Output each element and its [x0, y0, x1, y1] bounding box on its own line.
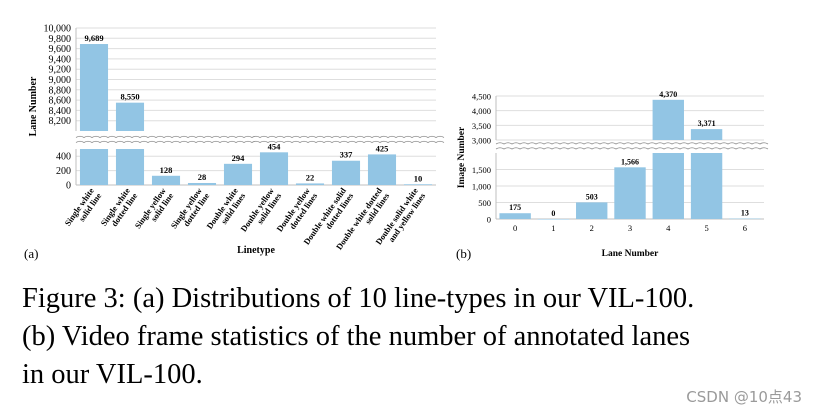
- y-tick-label: 1,000: [472, 182, 491, 192]
- chart-b: 0 500 1,000 1,500 3,000 3,500 4,000 4,500 175 0 50…: [452, 0, 818, 268]
- bar-lower: [115, 149, 145, 185]
- category-label: Single whitesolid line: [62, 186, 103, 233]
- chart-svg: 0 200 400 8,2008,4008,6008,8009,0009,2009,4…: [24, 24, 445, 261]
- data-label: 0: [551, 209, 555, 218]
- chart-svg: 05001,0001,5003,0003,5004,0004,500175050…: [456, 90, 769, 261]
- y-tick-label: 9,800: [49, 34, 72, 45]
- y-tick-label: 0: [66, 181, 71, 192]
- break-line-top: [495, 142, 769, 145]
- y-tick-label: 9,000: [49, 75, 72, 86]
- bar: [331, 160, 361, 185]
- axis-break: [75, 135, 445, 144]
- bar: [223, 163, 253, 185]
- y-tick-label: 0: [487, 215, 491, 225]
- y-tick-label: 200: [56, 166, 71, 177]
- y-tick-label: 10,000: [44, 24, 72, 35]
- bar: [187, 182, 217, 185]
- break-line-top: [75, 135, 445, 138]
- bar: [576, 202, 608, 219]
- y-tick-label: 9,600: [49, 44, 72, 55]
- bars: [79, 44, 433, 185]
- y-tick-label: 8,400: [49, 106, 72, 117]
- bar-upper: [115, 102, 145, 131]
- break-band: [495, 142, 765, 151]
- y-axis-title: Image Number: [457, 126, 467, 188]
- y-tick-labels: 0 500 1,000 1,500 3,000 3,500 4,000 4,500: [472, 92, 491, 225]
- data-label: 9,689: [84, 33, 103, 43]
- category-label: Single yellowsolid line: [133, 185, 176, 235]
- bar-lower: [79, 149, 109, 185]
- figure-caption: Figure 3: (a) Distributions of 10 line-t…: [22, 283, 695, 390]
- bar-upper: [652, 99, 684, 140]
- break-line-bottom: [495, 147, 769, 150]
- data-label: 22: [306, 172, 315, 182]
- x-axis-title: Linetype: [237, 245, 275, 256]
- category-label: 1: [551, 223, 555, 233]
- panel-label: (a): [24, 246, 38, 261]
- bar: [537, 219, 570, 220]
- data-label: 454: [268, 141, 282, 151]
- y-tick-label: 1,500: [472, 165, 491, 175]
- bar: [614, 167, 646, 219]
- data-label: 8,550: [120, 92, 139, 102]
- y-tick-label: 9,200: [49, 65, 72, 76]
- data-labels: 175 0 503 1,566 4,370 3,371 13: [509, 90, 749, 218]
- bar: [367, 154, 397, 185]
- y-tick-label: 3,000: [472, 136, 491, 146]
- x-axis-title: Lane Number: [602, 249, 660, 259]
- y-tick-label: 8,200: [49, 116, 72, 127]
- data-label: 3,371: [698, 119, 716, 128]
- panel-label: (b): [456, 246, 471, 261]
- bar-upper: [690, 129, 723, 140]
- y-axis-title: Lane Number: [28, 76, 39, 136]
- data-label: 294: [232, 153, 246, 163]
- axis-break: [495, 142, 769, 151]
- bar: [729, 218, 761, 220]
- y-tick-label: 9,400: [49, 54, 72, 65]
- category-label: 3: [628, 223, 632, 233]
- data-label: 128: [160, 165, 173, 175]
- y-tick-label: 3,500: [472, 121, 491, 131]
- category-label: 0: [513, 223, 517, 233]
- data-label: 13: [741, 209, 749, 218]
- bar-upper: [79, 44, 109, 132]
- y-tick-labels: 0 200 400 8,2008,4008,6008,8009,0009,2009,4…: [44, 24, 72, 192]
- break-line-bottom: [75, 140, 445, 143]
- y-tick-label: 500: [478, 198, 491, 208]
- bar: [499, 213, 531, 219]
- category-label: 6: [743, 223, 747, 233]
- y-tick-label: 8,800: [49, 85, 72, 96]
- bar: [295, 183, 325, 185]
- data-label: 503: [586, 192, 598, 201]
- break-band: [75, 136, 437, 144]
- data-labels: 9,689 8,550 128 28 294 454 22 337 425 10: [84, 33, 422, 183]
- bar: [151, 175, 181, 185]
- y-tick-label: 400: [56, 152, 71, 163]
- data-label: 175: [509, 203, 521, 212]
- data-label: 337: [340, 150, 354, 160]
- y-tick-label: 8,600: [49, 96, 72, 107]
- category-label: 5: [704, 223, 708, 233]
- bar: [403, 184, 433, 185]
- bar: [259, 152, 289, 185]
- category-label: 2: [590, 223, 594, 233]
- category-label: 4: [666, 223, 671, 233]
- data-label: 1,566: [621, 157, 639, 166]
- y-tick-label: 4,000: [472, 106, 491, 116]
- data-label: 10: [414, 173, 423, 183]
- category-label: Single yellowdotted line: [169, 185, 212, 235]
- y-tick-label: 4,500: [472, 92, 491, 102]
- watermark: CSDN @10点43: [686, 388, 802, 406]
- chart-a: 0 200 400 8,200 8,400 8,600 8,800 9,000 9,200 9,4…: [0, 0, 448, 268]
- data-label: 4,370: [659, 90, 677, 99]
- bar-lower: [652, 153, 684, 219]
- bar-lower: [690, 153, 723, 219]
- data-label: 425: [376, 143, 389, 153]
- bars: [499, 99, 761, 220]
- category-labels: 0 1 2 3 4 5 6: [513, 223, 747, 233]
- data-label: 28: [198, 172, 207, 182]
